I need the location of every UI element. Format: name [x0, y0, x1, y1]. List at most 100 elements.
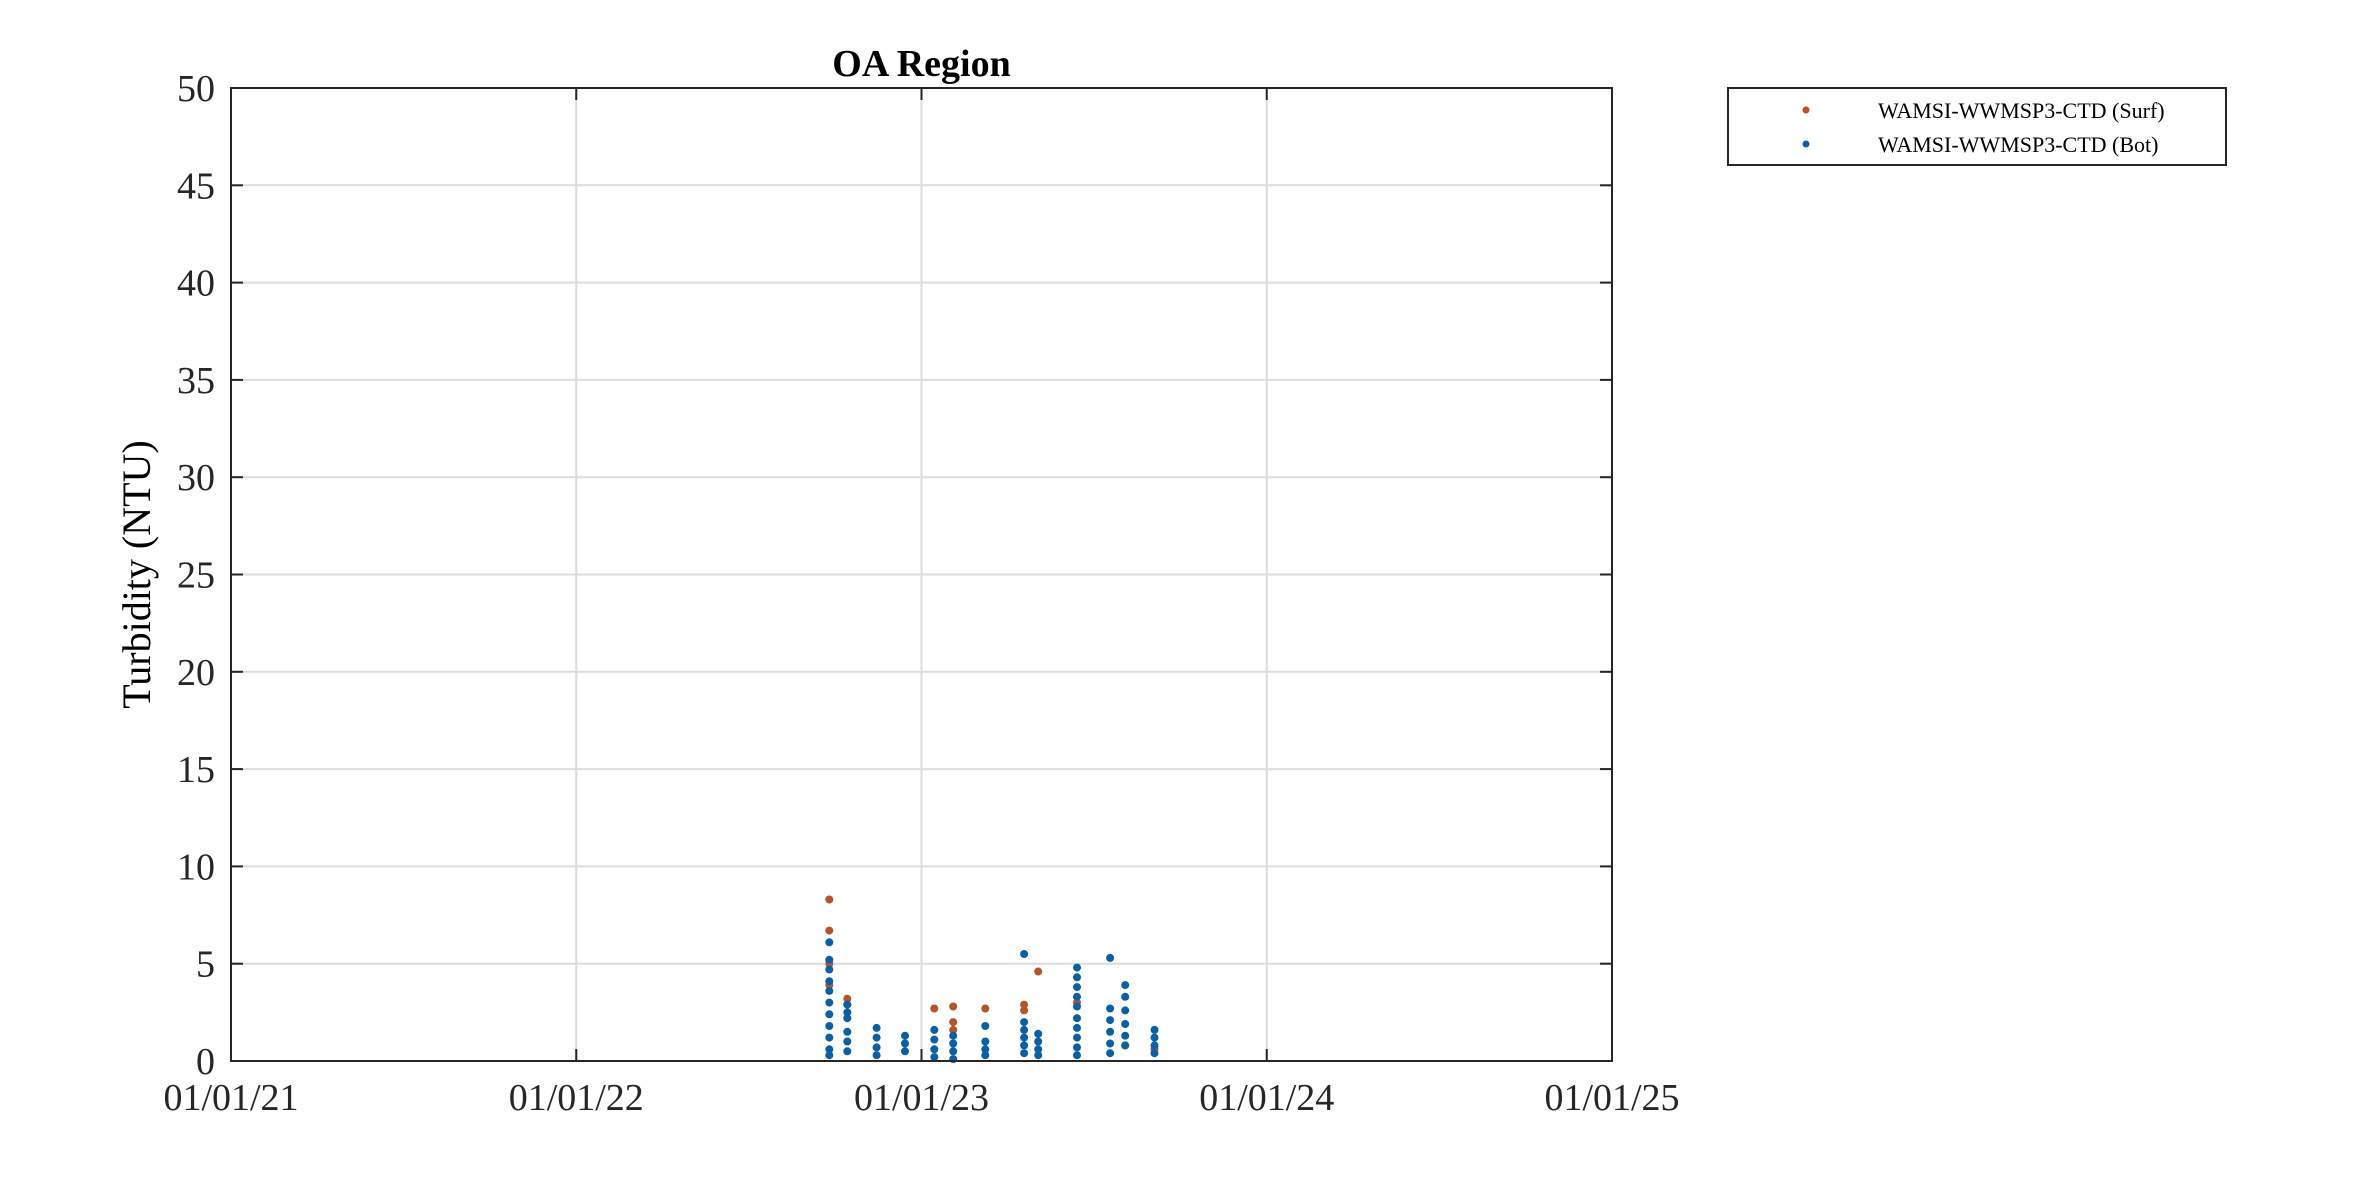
bot-point: [825, 1022, 834, 1030]
y-tick-label: 25: [177, 555, 215, 597]
bot-point: [1121, 981, 1130, 990]
bot-point: [1150, 1033, 1159, 1042]
bot-point: [1106, 1049, 1115, 1058]
bot-point: [981, 1045, 990, 1054]
y-tick-label: 45: [177, 165, 215, 207]
bot-point: [825, 965, 834, 974]
bot-point: [1020, 1025, 1029, 1034]
bot-point: [1073, 973, 1081, 982]
x-tick-label: 01/01/23: [854, 1077, 989, 1119]
surf-point: [949, 1018, 958, 1027]
bot-point: [949, 1047, 958, 1056]
bot-point: [949, 1031, 958, 1040]
bot-point: [1106, 1016, 1115, 1025]
bot-point: [1150, 1041, 1159, 1050]
surf-point: [949, 1025, 958, 1034]
bot-point: [1020, 1033, 1029, 1042]
y-tick-label: 5: [196, 944, 215, 986]
bot-point: [1020, 1041, 1029, 1050]
bot-point: [1073, 1014, 1081, 1023]
bot-point: [825, 1051, 834, 1060]
surf-point: [981, 1004, 990, 1013]
y-tick-label: 40: [177, 263, 215, 305]
bot-point: [825, 1045, 834, 1054]
bot-point: [1073, 1023, 1081, 1032]
bot-point: [930, 1045, 939, 1054]
bot-point: [949, 1039, 958, 1048]
bot-point: [1106, 1027, 1115, 1036]
x-tick-label: 01/01/22: [509, 1077, 644, 1119]
bot-point: [872, 1043, 881, 1052]
surf-point: [1020, 1000, 1029, 1009]
surf-point: [949, 1002, 958, 1011]
bot-point: [872, 1051, 881, 1060]
bot-point: [930, 1035, 939, 1044]
bot-point: [843, 1000, 852, 1009]
bot-point: [1034, 1029, 1043, 1038]
bot-point: [1121, 1031, 1130, 1040]
bot-point: [901, 1031, 909, 1040]
bot-point: [825, 986, 834, 995]
x-tick-labels: 01/01/21 01/01/22 01/01/23 01/01/24 01/01/25: [163, 1077, 1679, 1119]
bot-point: [825, 998, 834, 1007]
bot-point: [825, 977, 834, 986]
legend-label-bot: WAMSI-WWMSP3-CTD (Bot): [1878, 132, 2159, 157]
tick-marks: [230, 87, 1613, 1062]
bot-point: [1034, 1051, 1043, 1060]
bot-point: [1073, 963, 1081, 972]
bot-point: [1073, 983, 1081, 992]
bot-point: [1020, 1018, 1029, 1027]
bot-point: [1020, 1049, 1029, 1058]
y-tick-label: 30: [177, 457, 215, 499]
grid-lines: [231, 88, 1612, 1061]
x-tick-label: 01/01/24: [1199, 1077, 1334, 1119]
legend: WAMSI-WWMSP3-CTD (Surf) WAMSI-WWMSP3-CTD…: [1727, 87, 2227, 166]
bot-point: [825, 938, 834, 947]
bot-point: [825, 1033, 834, 1042]
bot-point: [1034, 1037, 1043, 1046]
surf-point: [1034, 967, 1043, 976]
bot-point: [1020, 950, 1029, 958]
bot-point: [1121, 1006, 1130, 1015]
y-tick-label: 0: [196, 1041, 215, 1083]
bot-point: [872, 1023, 881, 1032]
legend-marker-bot: [1802, 140, 1810, 148]
bot-point: [1106, 953, 1115, 962]
y-tick-label: 20: [177, 652, 215, 694]
y-tick-labels: 0 5 10 15 20 25 30 35 40 45 50: [177, 68, 215, 1083]
bot-point: [872, 1033, 881, 1042]
x-tick-label: 01/01/25: [1544, 1077, 1679, 1119]
legend-box: [1727, 87, 2227, 166]
bot-point: [1073, 1051, 1081, 1060]
bot-point: [825, 1010, 834, 1019]
bot-point: [981, 1037, 990, 1046]
bot-point: [1150, 1049, 1159, 1058]
legend-label-surf: WAMSI-WWMSP3-CTD (Surf): [1878, 98, 2165, 123]
y-tick-label: 35: [177, 360, 215, 402]
bot-point: [981, 1051, 990, 1060]
bot-point: [1121, 1020, 1130, 1028]
bot-point: [843, 1047, 852, 1056]
legend-marker-surf: [1802, 106, 1810, 114]
bot-point: [843, 1008, 852, 1017]
y-tick-label: 50: [177, 68, 215, 110]
bot-point: [825, 955, 834, 964]
chart-title: OA Region: [832, 43, 1010, 85]
bot-point: [843, 1014, 852, 1023]
bot-point: [930, 1053, 939, 1062]
bot-point: [1073, 992, 1081, 1001]
data-points: [825, 895, 1159, 1064]
x-tick-label: 01/01/21: [163, 1077, 298, 1119]
surf-point: [843, 994, 852, 1003]
bot-point: [843, 1027, 852, 1036]
bot-point: [1034, 1045, 1043, 1054]
bot-point: [1073, 1002, 1081, 1011]
bot-point: [1073, 1033, 1081, 1042]
y-tick-label: 10: [177, 846, 215, 888]
surf-point: [1020, 1006, 1029, 1015]
y-axis-label: Turbidity (NTU): [114, 440, 159, 709]
bot-point: [901, 1039, 909, 1048]
bot-point: [843, 1037, 852, 1046]
bot-point: [1073, 1043, 1081, 1052]
bot-point: [1121, 1041, 1130, 1050]
